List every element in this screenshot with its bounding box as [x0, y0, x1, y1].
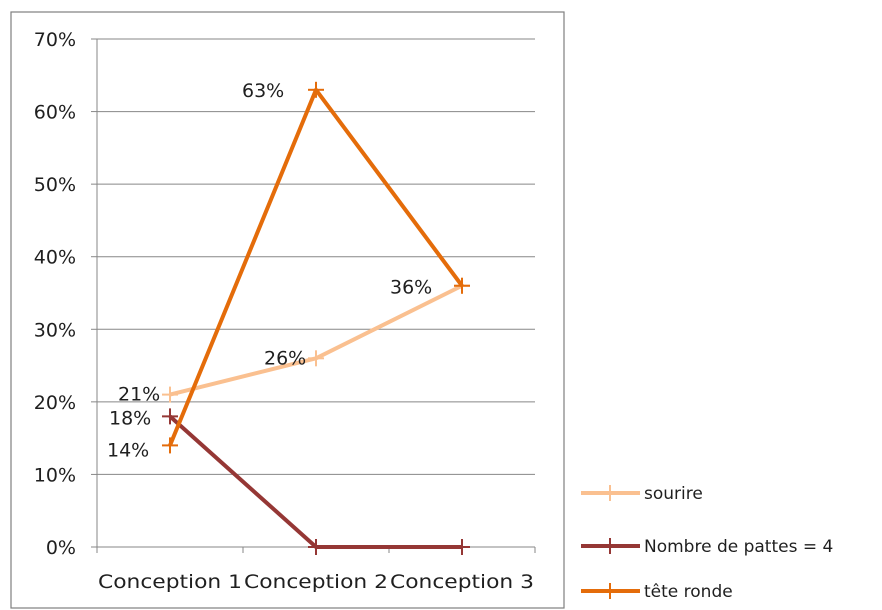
- data-point-marker: [162, 408, 178, 425]
- data-labels: 21% 26% 18% 14% 63% 36%: [107, 80, 432, 462]
- data-label: 63%: [242, 80, 284, 102]
- y-tick-label: 30%: [34, 319, 76, 341]
- chart-frame: [10, 11, 565, 609]
- y-tick-label: 10%: [34, 464, 76, 486]
- y-tick-label: 50%: [34, 174, 76, 196]
- series-2: [162, 81, 470, 454]
- data-point-marker: [454, 277, 470, 294]
- legend-label: sourire: [644, 484, 703, 504]
- legend-item: sourire: [581, 484, 703, 504]
- tick-labels: 0%10%20%30%40%50%60%70%Conception 1 Conce…: [34, 29, 534, 593]
- legend-label: tête ronde: [644, 582, 733, 602]
- data-point-marker: [602, 485, 618, 501]
- legend: sourire Nombre de pattes = 4 tête ronde: [581, 484, 833, 602]
- data-point-marker: [602, 583, 618, 599]
- data-point-marker: [602, 538, 618, 554]
- data-label: 21%: [118, 384, 160, 406]
- x-tick-label: Conception 1: [98, 571, 242, 593]
- x-tick-label: Conception 3: [390, 571, 534, 593]
- data-point-marker: [162, 437, 178, 454]
- data-point-marker: [308, 81, 324, 98]
- series-1: [162, 408, 470, 555]
- data-point-marker: [308, 350, 324, 367]
- data-label: 26%: [264, 347, 306, 369]
- y-tick-label: 0%: [46, 537, 76, 559]
- y-tick-label: 40%: [34, 247, 76, 269]
- legend-item: tête ronde: [581, 582, 733, 602]
- data-label: 18%: [109, 407, 151, 429]
- y-tick-label: 20%: [34, 392, 76, 414]
- data-point-marker: [308, 539, 324, 555]
- legend-label: Nombre de pattes = 4: [644, 537, 833, 557]
- data-label: 36%: [390, 277, 432, 299]
- data-label: 14%: [107, 439, 149, 461]
- x-tick-label: Conception 2: [244, 571, 388, 593]
- y-tick-label: 60%: [34, 102, 76, 124]
- series-group: [162, 81, 470, 555]
- data-point-marker: [454, 539, 470, 555]
- y-tick-label: 70%: [34, 29, 76, 51]
- legend-item: Nombre de pattes = 4: [581, 537, 833, 557]
- data-point-marker: [162, 386, 178, 403]
